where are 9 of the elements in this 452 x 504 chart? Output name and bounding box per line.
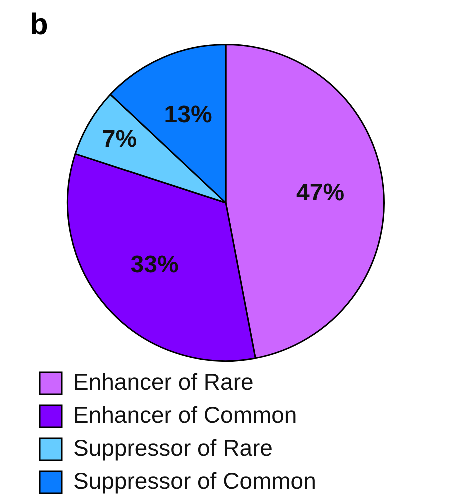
data-label: 33% (130, 251, 179, 278)
data-label: 7% (102, 126, 138, 153)
legend-label: Suppressor of Common (74, 468, 316, 494)
legend-label: Suppressor of Rare (74, 434, 273, 461)
chart-title: b (30, 8, 48, 42)
legend-label: Enhancer of Rare (74, 368, 254, 395)
legend-label: Enhancer of Common (74, 402, 298, 428)
data-label: 13% (164, 101, 212, 128)
data-label: 47% (296, 180, 345, 207)
